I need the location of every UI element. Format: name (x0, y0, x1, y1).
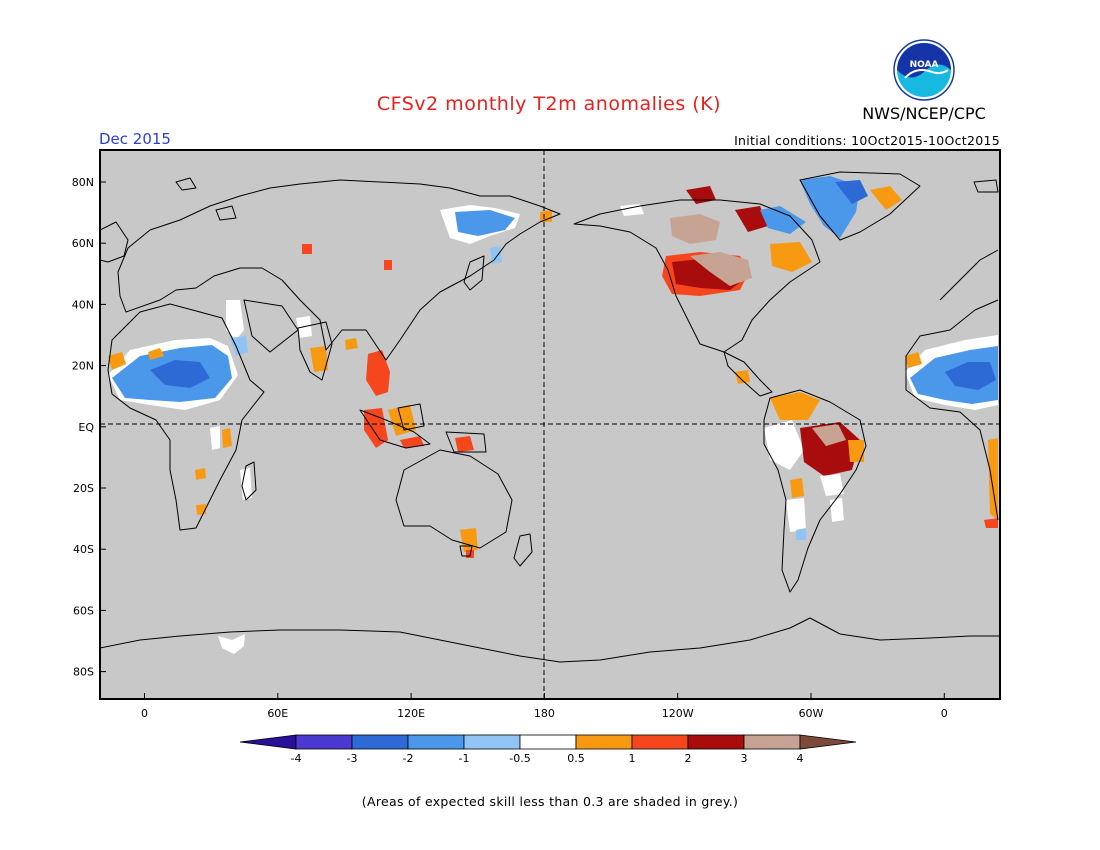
coast-greenland (799, 171, 921, 241)
lat-tick-label: 80N (72, 176, 94, 189)
colorbar-arrow-high (799, 734, 857, 750)
coast-east-wrap (905, 299, 999, 521)
coast-indonesia (359, 409, 431, 449)
anomaly-region-north-america (620, 176, 902, 384)
latitude-axis: 80N 60N 40N 20N EQ 20S 40S 60S 80S (72, 176, 106, 679)
lon-tick-label: 120E (397, 707, 425, 720)
lon-tick-label: 0 (941, 707, 948, 720)
coast-south-america (763, 389, 867, 593)
lon-tick-label: 180 (534, 707, 555, 720)
colorbar-label: -3 (347, 752, 358, 765)
lat-tick-label: 20S (73, 482, 94, 495)
anomaly-region-sahara (108, 335, 998, 410)
colorbar-label: -1 (459, 752, 470, 765)
lat-tick-label: 60S (73, 604, 94, 617)
initial-conditions: Initial conditions: 10Oct2015-10Oct2015 (734, 133, 1000, 148)
anomaly-region-south-asia (296, 244, 478, 558)
lat-tick-label: 20N (72, 360, 94, 373)
anomaly-region-east-africa (195, 300, 252, 515)
coast-north-america (573, 199, 821, 353)
anomaly-region-africa-wrap-2 (984, 518, 998, 528)
colorbar-bin (519, 734, 577, 750)
colorbar-label: 4 (797, 752, 804, 765)
coast-africa (107, 303, 265, 531)
colorbar-label: 3 (741, 752, 748, 765)
noaa-logo: NOAA (893, 39, 955, 101)
lon-tick-label: 120W (662, 707, 694, 720)
coast-west-wrap (100, 221, 129, 263)
agency-label: NWS/NCEP/CPC (862, 104, 986, 123)
colorbar-bin (463, 734, 521, 750)
colorbar-label: 1 (629, 752, 636, 765)
anomaly-shading (108, 176, 998, 654)
coast-eurasia (117, 179, 561, 361)
coast-australia (395, 449, 513, 549)
anomaly-region-africa-wrap (988, 438, 998, 520)
coastlines (100, 171, 1000, 663)
colorbar-label: 0.5 (567, 752, 585, 765)
lat-tick-label: 60N (72, 237, 94, 250)
coast-new-guinea (445, 431, 487, 453)
coast-new-zealand (513, 533, 533, 567)
coast-borneo (397, 403, 425, 431)
colorbar-bin (631, 734, 689, 750)
coast-japan (463, 255, 485, 291)
colorbar-bin (687, 734, 745, 750)
colorbar-bin (575, 734, 633, 750)
coast-tasmania (459, 545, 473, 557)
coast-madagascar (241, 461, 257, 501)
skill-footnote: (Areas of expected skill less than 0.3 a… (362, 794, 738, 809)
coast-central-america (723, 351, 773, 397)
colorbar-label: -2 (403, 752, 414, 765)
colorbar-arrow-low (239, 734, 297, 750)
forecast-period: Dec 2015 (99, 130, 171, 148)
coast-india (297, 321, 333, 381)
colorbar-bin (351, 734, 409, 750)
colorbar-label: 2 (685, 752, 692, 765)
colorbar: -4 -3 -2 -1 -0.5 0.5 1 2 3 4 (239, 734, 857, 765)
map-panel (100, 150, 1000, 699)
colorbar-bin (295, 734, 353, 750)
lon-tick-label: 60E (267, 707, 288, 720)
map-title: CFSv2 monthly T2m anomalies (K) (377, 93, 721, 115)
lat-tick-label: 80S (73, 666, 94, 679)
anomaly-region-south-america (764, 392, 864, 540)
anomaly-region-siberia (440, 205, 552, 264)
colorbar-label: -0.5 (509, 752, 530, 765)
lon-tick-label: 0 (141, 707, 148, 720)
coast-svalbard (175, 177, 197, 191)
lon-tick-label: 60W (799, 707, 824, 720)
noaa-logo-text: NOAA (910, 60, 939, 70)
colorbar-bin (407, 734, 465, 750)
anomaly-region-antarctica (218, 634, 245, 654)
longitude-axis: 0 60E 120E 180 120W 60W 0 (141, 693, 948, 720)
coast-europe-wrap (939, 249, 999, 301)
lat-tick-label: 40S (73, 543, 94, 556)
colorbar-label: -4 (291, 752, 302, 765)
map-frame (99, 149, 1001, 700)
lat-tick-label: EQ (78, 421, 94, 434)
colorbar-bin (743, 734, 801, 750)
lat-tick-label: 40N (72, 298, 94, 311)
coast-arabia (243, 299, 299, 353)
coast-iceland (973, 179, 999, 193)
coast-novaya-zemlya (215, 205, 237, 221)
coast-antarctica (100, 617, 1000, 663)
